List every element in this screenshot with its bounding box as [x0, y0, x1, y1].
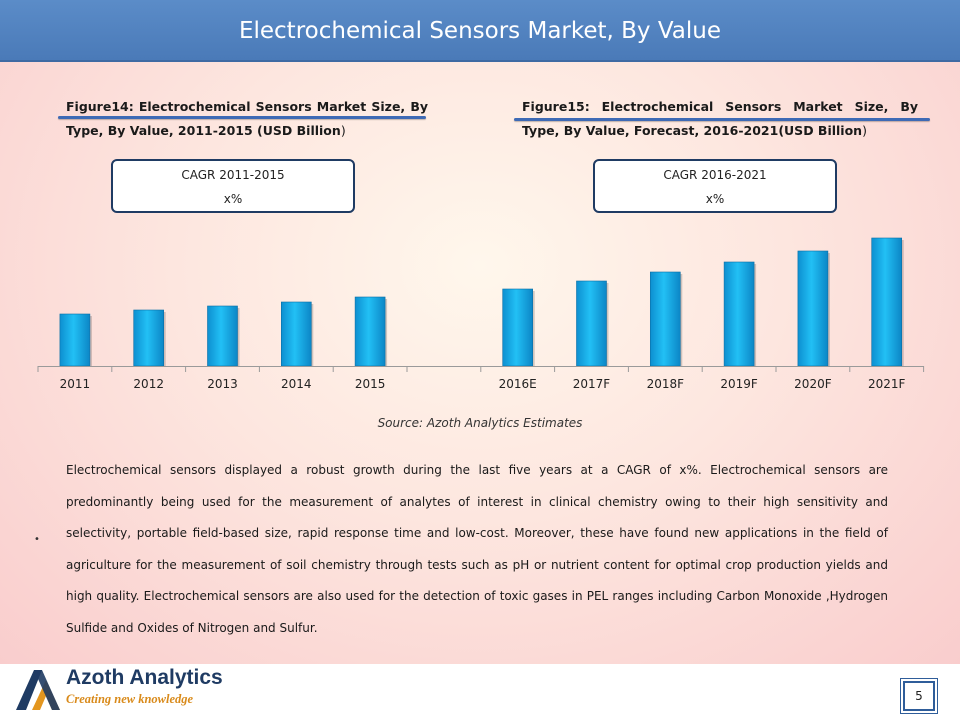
bar-2021F [871, 237, 903, 367]
bar-2014 [280, 301, 312, 367]
page-title: Electrochemical Sensors Market, By Value [238, 18, 722, 44]
bullet-marker: • [34, 534, 40, 545]
x-tick-label: 2020F [794, 377, 832, 391]
cagr-box-2011-2015: CAGR 2011-2015 x% [111, 159, 355, 213]
bar-2015 [354, 296, 386, 367]
x-tick-label: 2014 [281, 377, 312, 391]
cagr-label: CAGR 2016-2021 [663, 168, 767, 182]
azoth-logo-icon [16, 670, 60, 710]
title-bar [0, 0, 960, 62]
figure14-caption-end: ) [340, 123, 346, 138]
x-tick-label: 2018F [647, 377, 685, 391]
cagr-value: x% [223, 192, 243, 206]
x-tick-label: 2019F [720, 377, 758, 391]
bar-2017F [576, 280, 607, 367]
x-tick-label: 2011 [60, 377, 91, 391]
cagr-box-2016-2021: CAGR 2016-2021 x% [593, 159, 837, 213]
cagr-value: x% [705, 192, 725, 206]
bar-2019F [723, 261, 755, 367]
figure14-caption: Figure14: Electrochemical Sensors Market… [66, 95, 428, 143]
bar-2020F [797, 250, 829, 367]
figure15-caption-text: Figure15: Electrochemical Sensors Market… [522, 99, 918, 138]
bar-2013 [207, 305, 238, 367]
source-note: Source: Azoth Analytics Estimates [377, 416, 583, 430]
footer [0, 664, 960, 720]
figure15-caption-end: ) [862, 123, 867, 138]
figure15-underline [514, 118, 930, 121]
figure14-caption-text: Figure14: Electrochemical Sensors Market… [66, 99, 428, 138]
brand-tagline: Creating new knowledge [66, 692, 194, 706]
bar-2011 [59, 313, 91, 367]
x-tick-label: 2012 [133, 377, 164, 391]
figure15-caption: Figure15: Electrochemical Sensors Market… [522, 95, 918, 143]
bar-chart: 2011 2012 2013 2014 2015 2016E 2017F 2018F 2019F… [37, 237, 925, 391]
body-paragraph: Electrochemical sensors displayed a robu… [66, 463, 888, 635]
brand-name: Azoth Analytics [66, 666, 223, 689]
bar-2016E [502, 288, 534, 367]
bar-2012 [133, 309, 164, 367]
bar-2018F [649, 271, 681, 367]
x-tick-label: 2017F [573, 377, 611, 391]
x-tick-label: 2021F [868, 377, 906, 391]
x-tick-label: 2015 [355, 377, 386, 391]
page-number: 5 [900, 678, 938, 714]
x-tick-label: 2013 [207, 377, 238, 391]
x-tick-label: 2016E [499, 377, 537, 391]
cagr-label: CAGR 2011-2015 [181, 168, 285, 182]
figure14-underline [58, 116, 426, 119]
